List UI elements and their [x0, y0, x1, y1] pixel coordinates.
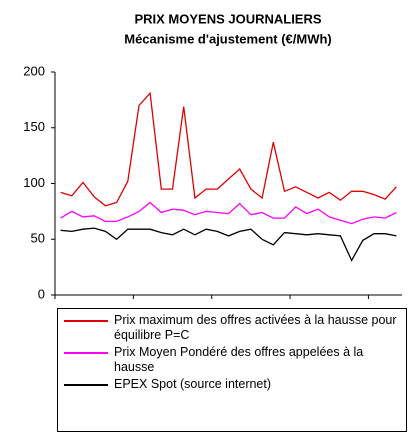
legend: Prix maximum des offres activées à la ha… — [57, 308, 407, 432]
y-tick-label: 150 — [23, 119, 45, 134]
legend-entry: Prix Moyen Pondéré des offres appelées à… — [60, 345, 404, 375]
legend-label: Prix Moyen Pondéré des offres appelées à… — [114, 345, 364, 374]
y-tick-label: 50 — [31, 231, 45, 246]
legend-label: Prix maximum des offres activées à la ha… — [114, 313, 397, 342]
series-line — [60, 91, 397, 207]
legend-swatch — [64, 320, 108, 322]
legend-label: EPEX Spot (source internet) — [114, 377, 272, 391]
chart-subtitle: Mécanisme d'ajustement (€/MWh) — [124, 31, 332, 46]
legend-swatch — [64, 352, 108, 354]
series-line — [60, 227, 397, 262]
legend-entry: Prix maximum des offres activées à la ha… — [60, 313, 404, 343]
chart-title: PRIX MOYENS JOURNALIERS — [134, 11, 321, 26]
legend-swatch — [64, 384, 108, 386]
legend-entry: EPEX Spot (source internet) — [60, 377, 404, 392]
chart: PRIX MOYENS JOURNALIERS Mécanisme d'ajus… — [23, 11, 402, 301]
y-tick-label: 100 — [23, 175, 45, 190]
y-tick-label: 200 — [23, 63, 45, 78]
series-line — [60, 201, 397, 225]
y-tick-label: 0 — [38, 286, 45, 301]
